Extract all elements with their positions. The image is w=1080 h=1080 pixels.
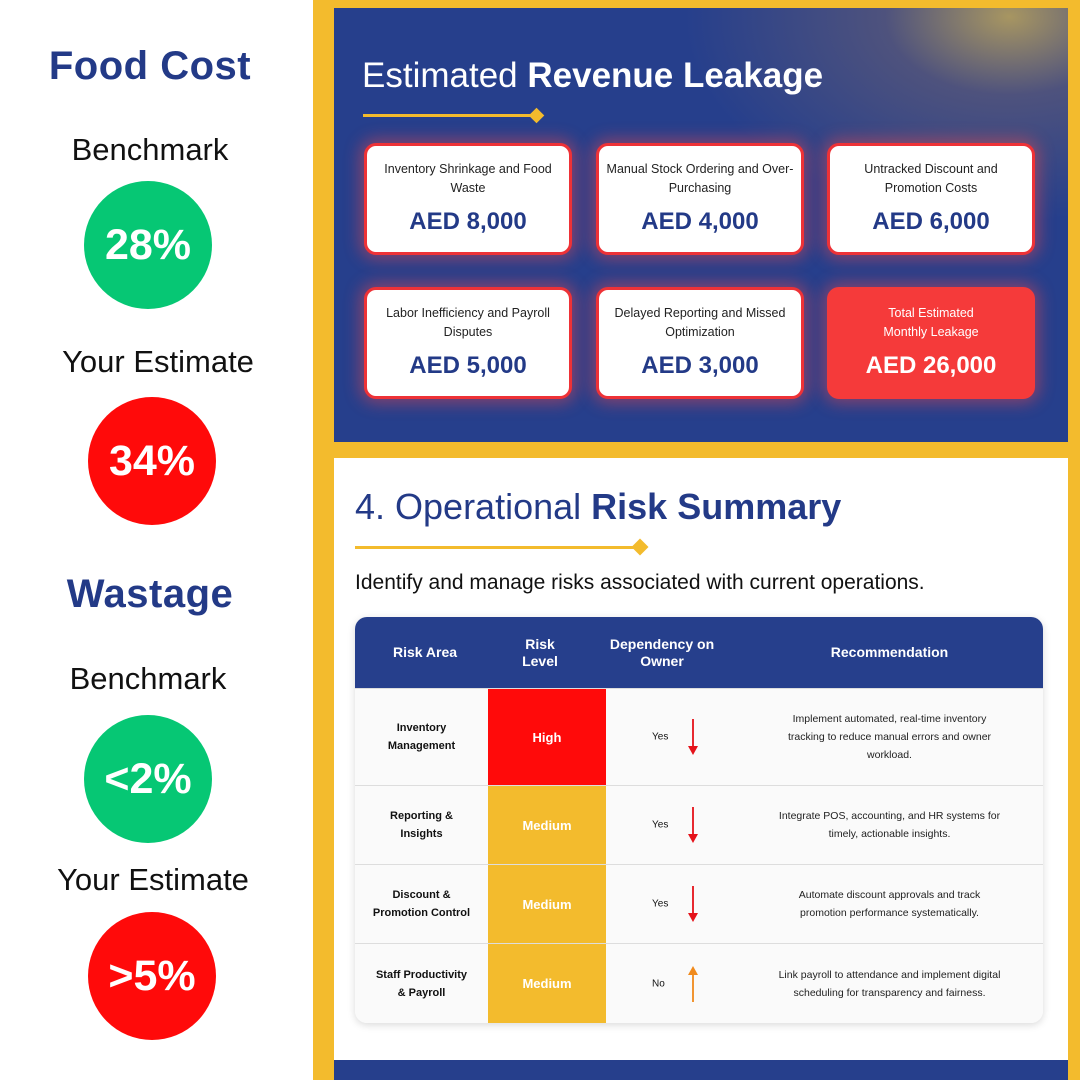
risk-level-cell: Medium (488, 865, 606, 943)
header-recommendation: Recommendation (830, 644, 949, 660)
header-risk-area: Risk Area (392, 644, 458, 660)
food-cost-title: Food Cost (48, 44, 252, 88)
arrow-up-icon (688, 965, 698, 1002)
risk-area-cell: Reporting & Insights (390, 810, 453, 840)
arrow-down-icon (688, 886, 698, 922)
risk-table: Risk Area Risk Level Dependency on Owner R… (355, 617, 1043, 1023)
dependency-cell: No (606, 944, 736, 1023)
wastage-title: Wastage (66, 572, 234, 616)
table-row: Inventory Management High Yes Implement a… (355, 688, 1043, 785)
arrow-down-icon (688, 719, 698, 755)
wastage-estimate-label: Your Estimate (57, 862, 249, 897)
header-dependency: Dependency on Owner (609, 635, 715, 669)
food-cost-benchmark-label: Benchmark (71, 132, 229, 167)
title-underline (363, 114, 539, 117)
leakage-card-total: Total Estimated Monthly Leakage AED 26,00… (827, 287, 1035, 399)
wastage-benchmark-label: Benchmark (69, 661, 227, 696)
recommendation-cell: Integrate POS, accounting, and HR system… (778, 810, 1001, 840)
header-risk-level: Risk Level (522, 635, 558, 669)
leakage-card-labor: Labor Inefficiency and Payroll Disputes … (364, 287, 572, 399)
risk-level-cell: Medium (488, 944, 606, 1023)
footer-bar (334, 1060, 1068, 1080)
wastage-estimate-badge: >5% (88, 912, 216, 1040)
dependency-cell: Yes (606, 786, 736, 864)
diamond-icon (528, 107, 545, 124)
recommendation-cell: Automate discount approvals and track pro… (798, 889, 981, 919)
food-cost-estimate-badge: 34% (88, 397, 216, 525)
dependency-cell: Yes (606, 689, 736, 785)
revenue-leakage-title: Estimated Revenue Leakage (362, 56, 824, 95)
risk-level-cell: Medium (488, 786, 606, 864)
recommendation-cell: Link payroll to attendance and implement… (778, 968, 1001, 999)
food-cost-estimate-label: Your Estimate (62, 344, 254, 379)
recommendation-cell: Implement automated, real-time inventory… (787, 713, 992, 761)
diamond-icon (631, 538, 649, 556)
risk-area-cell: Discount & Promotion Control (372, 889, 471, 919)
wastage-benchmark-badge: <2% (84, 715, 212, 843)
food-cost-benchmark-badge: 28% (84, 181, 212, 309)
title-underline (355, 546, 635, 549)
risk-summary-title: 4. Operational Risk Summary (355, 486, 842, 527)
table-row: Reporting & Insights Medium Yes Integrate… (355, 785, 1043, 864)
table-row: Staff Productivity & Payroll Medium No Li… (355, 943, 1043, 1023)
risk-summary-panel: 4. Operational Risk Summary Identify and… (334, 458, 1068, 1060)
metrics-sidebar: Food Cost Benchmark 28% Your Estimate 34… (0, 0, 313, 1080)
risk-level-cell: High (488, 689, 606, 785)
leakage-card-inventory: Inventory Shrinkage and Food Waste AED 8… (364, 143, 572, 255)
revenue-leakage-panel: Estimated Revenue Leakage Inventory Shri… (334, 8, 1068, 442)
leakage-card-reporting: Delayed Reporting and Missed Optimizatio… (596, 287, 804, 399)
arrow-down-icon (688, 807, 698, 843)
table-header: Risk Area Risk Level Dependency on Owner R… (355, 617, 1043, 688)
dependency-cell: Yes (606, 865, 736, 943)
risk-summary-subtitle: Identify and manage risks associated wit… (355, 571, 925, 594)
table-row: Discount & Promotion Control Medium Yes A… (355, 864, 1043, 943)
leakage-card-discount: Untracked Discount and Promotion Costs A… (827, 143, 1035, 255)
risk-area-cell: Inventory Management (387, 722, 456, 752)
leakage-card-ordering: Manual Stock Ordering and Over-Purchasin… (596, 143, 804, 255)
risk-area-cell: Staff Productivity & Payroll (375, 968, 468, 999)
